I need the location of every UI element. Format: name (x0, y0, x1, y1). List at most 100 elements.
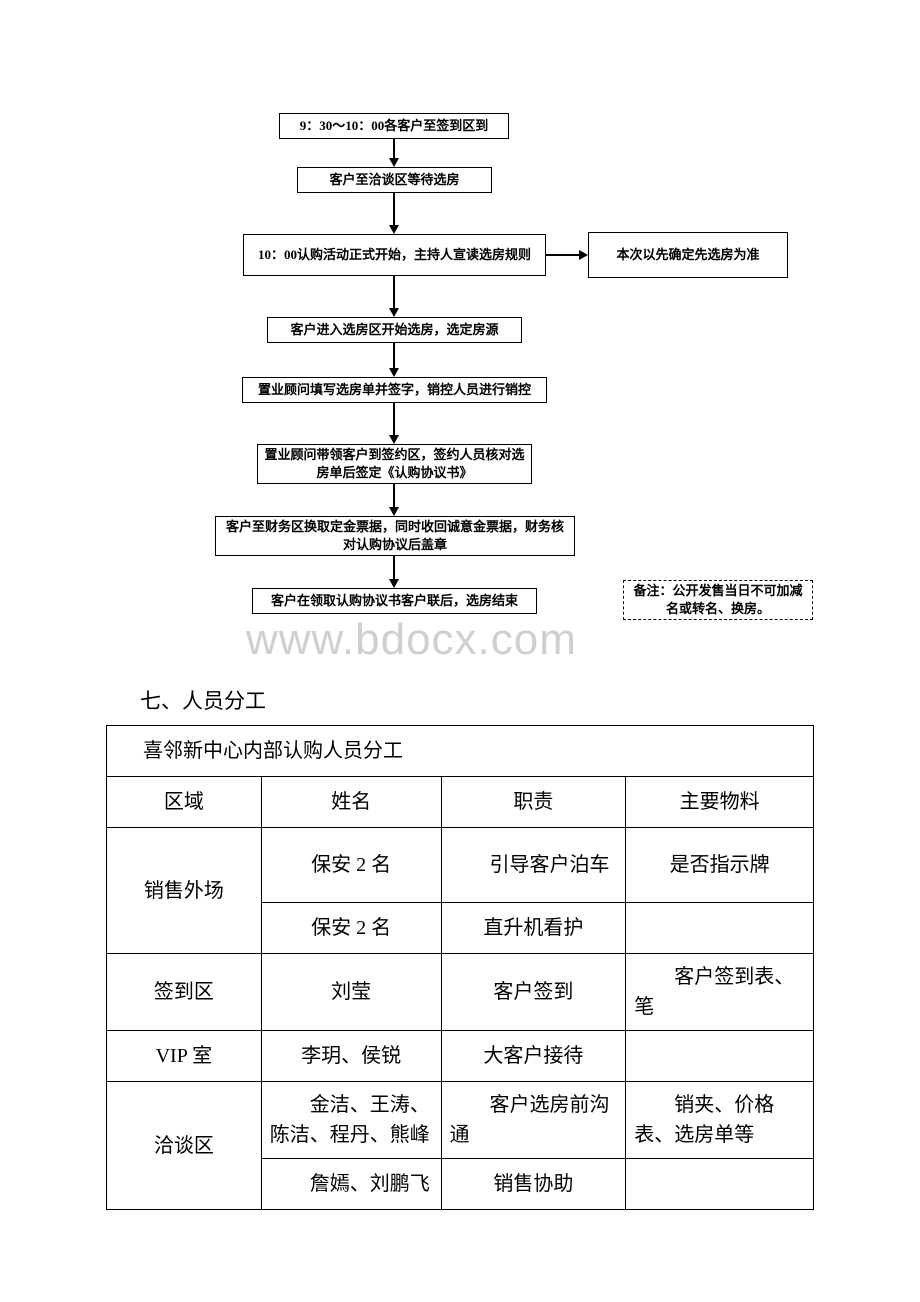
cell-text (626, 918, 813, 938)
flow-node-end: 客户在领取认购协议书客户联后，选房结束 (252, 588, 537, 614)
flow-side-text: 本次以先确定先选房为准 (616, 246, 759, 264)
header-label: 姓名 (262, 777, 441, 827)
duty-cell: 引导客户泊车 (441, 828, 626, 903)
duty-cell: 客户选房前沟通 (441, 1082, 626, 1159)
cell-text: 保安 2 名 (262, 828, 441, 902)
cell-text: 大客户接待 (442, 1031, 626, 1081)
flow-side-note: 本次以先确定先选房为准 (588, 232, 788, 278)
flow-arrow (393, 193, 395, 226)
flow-node-finance: 客户至财务区换取定金票据，同时收回诚意金票据，财务核对认购协议后盖章 (215, 516, 575, 556)
flow-note-text: 备注：公开发售当日不可加减名或转名、换房。 (630, 582, 806, 617)
header-label: 职责 (442, 777, 626, 827)
flow-node-signin: 9：30～10：00各客户至签到区到 (279, 113, 509, 139)
name-cell: 李玥、侯锐 (261, 1031, 441, 1082)
flow-node-text: 置业顾问带领客户到签约区，签约人员核对选房单后签定《认购协议书》 (262, 446, 527, 481)
cell-text: 保安 2 名 (262, 903, 441, 953)
table-title: 喜邻新中心内部认购人员分工 (143, 740, 403, 762)
cell-text: 销售协助 (442, 1159, 626, 1209)
table-row: 洽谈区 金洁、王涛、陈洁、程丹、熊峰 客户选房前沟通 销夹、价格表、选房单等 (107, 1082, 814, 1159)
cell-text: VIP 室 (107, 1031, 261, 1081)
arrow-head-right-icon (579, 250, 588, 260)
area-cell: 签到区 (107, 954, 262, 1031)
duty-cell: 销售协助 (441, 1159, 626, 1210)
flow-node-text: 置业顾问填写选房单并签字，销控人员进行销控 (258, 381, 531, 399)
cell-text (626, 1174, 813, 1194)
mat-cell (626, 903, 814, 954)
name-cell: 保安 2 名 (261, 903, 441, 954)
arrow-head-down-icon (389, 507, 399, 516)
flow-arrow (546, 254, 580, 256)
duty-cell: 大客户接待 (441, 1031, 626, 1082)
mat-cell: 是否指示牌 (626, 828, 814, 903)
flow-note: 备注：公开发售当日不可加减名或转名、换房。 (623, 580, 813, 620)
table-row: 销售外场 保安 2 名 引导客户泊车 是否指示牌 (107, 828, 814, 903)
table-header-cell: 主要物料 (626, 777, 814, 828)
header-label: 区域 (107, 777, 261, 827)
flow-arrow (393, 343, 395, 369)
flow-arrow (393, 139, 395, 159)
flow-node-text: 客户至洽谈区等待选房 (329, 171, 459, 189)
area-cell: 洽谈区 (107, 1082, 262, 1210)
arrow-head-down-icon (389, 368, 399, 377)
flow-node-wait: 客户至洽谈区等待选房 (297, 167, 492, 193)
duty-cell: 直升机看护 (441, 903, 626, 954)
section-heading: 七、人员分工 (140, 685, 266, 715)
cell-text: 引导客户泊车 (442, 842, 626, 888)
name-cell: 刘莹 (261, 954, 441, 1031)
table-header-cell: 姓名 (261, 777, 441, 828)
cell-text: 洽谈区 (107, 1121, 261, 1171)
cell-text: 是否指示牌 (626, 840, 813, 890)
assignment-table: 喜邻新中心内部认购人员分工 区域 姓名 职责 主要物料 销售外场 保安 2 名 … (106, 725, 814, 1210)
flow-arrow (393, 276, 395, 309)
cell-text (626, 1046, 813, 1066)
cell-text: 金洁、王涛、陈洁、程丹、熊峰 (262, 1082, 441, 1158)
flow-node-text: 客户进入选房区开始选房，选定房源 (290, 321, 498, 339)
table-header-cell: 区域 (107, 777, 262, 828)
document-page: 9：30～10：00各客户至签到区到 客户至洽谈区等待选房 10：00认购活动正… (0, 0, 920, 1302)
mat-cell: 客户签到表、笔 (626, 954, 814, 1031)
header-label: 主要物料 (626, 777, 813, 827)
name-cell: 保安 2 名 (261, 828, 441, 903)
cell-text: 签到区 (107, 959, 261, 1025)
cell-text: 客户签到表、笔 (626, 954, 813, 1030)
flow-arrow (393, 556, 395, 580)
flow-arrow (393, 484, 395, 508)
flow-node-text: 9：30～10：00各客户至签到区到 (300, 117, 489, 135)
flow-node-select: 客户进入选房区开始选房，选定房源 (267, 317, 522, 343)
flow-arrow (393, 403, 395, 436)
table-title-cell: 喜邻新中心内部认购人员分工 (107, 726, 814, 777)
arrow-head-down-icon (389, 225, 399, 234)
flow-node-fill: 置业顾问填写选房单并签字，销控人员进行销控 (242, 377, 547, 403)
arrow-head-down-icon (389, 308, 399, 317)
cell-text: 客户选房前沟通 (442, 1082, 626, 1158)
name-cell: 詹嫣、刘鹏飞 (261, 1159, 441, 1210)
arrow-head-down-icon (389, 435, 399, 444)
cell-text: 刘莹 (262, 967, 441, 1017)
table-title-row: 喜邻新中心内部认购人员分工 (107, 726, 814, 777)
flowchart: 9：30～10：00各客户至签到区到 客户至洽谈区等待选房 10：00认购活动正… (0, 0, 920, 640)
table-header-row: 区域 姓名 职责 主要物料 (107, 777, 814, 828)
arrow-head-down-icon (389, 158, 399, 167)
arrow-head-down-icon (389, 579, 399, 588)
name-cell: 金洁、王涛、陈洁、程丹、熊峰 (261, 1082, 441, 1159)
mat-cell (626, 1031, 814, 1082)
duty-cell: 客户签到 (441, 954, 626, 1031)
cell-text: 李玥、侯锐 (262, 1031, 441, 1081)
flow-node-text: 客户在领取认购协议书客户联后，选房结束 (271, 592, 518, 610)
mat-cell (626, 1159, 814, 1210)
mat-cell: 销夹、价格表、选房单等 (626, 1082, 814, 1159)
cell-text: 直升机看护 (442, 903, 626, 953)
flow-node-start: 10：00认购活动正式开始，主持人宣读选房规则 (243, 234, 546, 276)
table-row: 签到区 刘莹 客户签到 客户签到表、笔 (107, 954, 814, 1031)
flow-node-sign: 置业顾问带领客户到签约区，签约人员核对选房单后签定《认购协议书》 (257, 444, 532, 484)
flow-node-text: 客户至财务区换取定金票据，同时收回诚意金票据，财务核对认购协议后盖章 (220, 518, 570, 553)
cell-text: 詹嫣、刘鹏飞 (262, 1161, 441, 1207)
table-row: VIP 室 李玥、侯锐 大客户接待 (107, 1031, 814, 1082)
area-cell: VIP 室 (107, 1031, 262, 1082)
cell-text: 客户签到 (442, 967, 626, 1017)
area-cell: 销售外场 (107, 828, 262, 954)
cell-text: 销夹、价格表、选房单等 (626, 1082, 813, 1158)
cell-text: 销售外场 (107, 866, 261, 916)
flow-node-text: 10：00认购活动正式开始，主持人宣读选房规则 (258, 246, 531, 264)
table-header-cell: 职责 (441, 777, 626, 828)
